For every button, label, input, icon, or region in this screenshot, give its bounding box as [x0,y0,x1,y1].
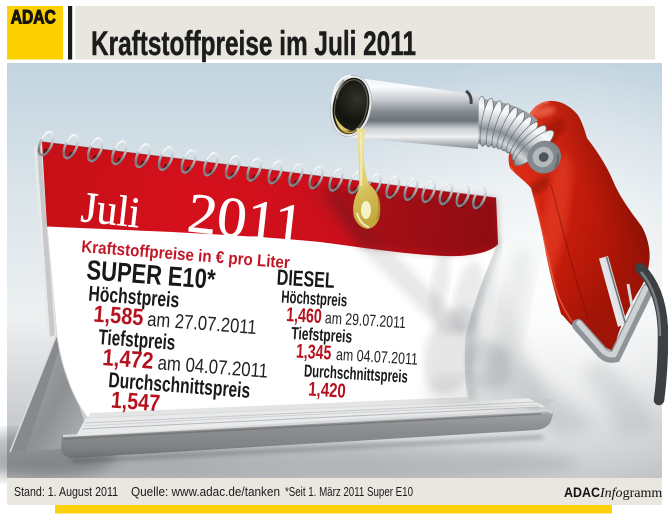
svg-text:1,345am 04.07.2011: 1,345am 04.07.2011 [295,341,418,370]
svg-text:Tiefstpreis: Tiefstpreis [98,325,177,355]
svg-text:*Seit 1. März 2011 Super E10: *Seit 1. März 2011 Super E10 [285,484,413,499]
svg-text:DIESEL: DIESEL [276,265,335,293]
svg-text:Kraftstoffpreise im Juli 2011: Kraftstoffpreise im Juli 2011 [91,25,416,63]
svg-text:Infogramm: Infogramm [599,486,662,501]
svg-text:Höchstpreis: Höchstpreis [281,287,348,311]
svg-text:ADAC: ADAC [11,8,56,29]
svg-text:Tiefstpreis: Tiefstpreis [291,323,353,347]
svg-text:ADAC: ADAC [564,485,600,500]
svg-text:Juli: Juli [79,183,143,237]
svg-text:1,460am 29.07.2011: 1,460am 29.07.2011 [286,304,407,333]
svg-text:2011: 2011 [185,182,307,256]
svg-text:Quelle: www.adac.de/tanken: Quelle: www.adac.de/tanken [131,484,280,499]
svg-text:1,547: 1,547 [110,387,161,417]
svg-text:Stand: 1. August 2011: Stand: 1. August 2011 [14,484,118,499]
svg-text:1,420: 1,420 [308,379,347,403]
